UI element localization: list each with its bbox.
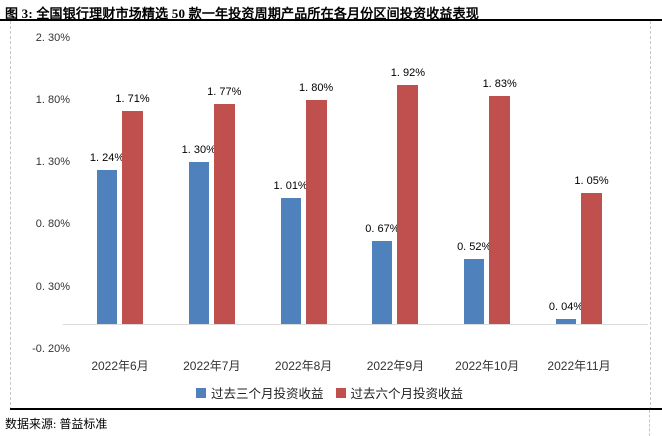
y-axis-tick-label: 2. 30% — [35, 31, 70, 44]
bar-3month — [280, 198, 301, 324]
chart-legend: 过去三个月投资收益 过去六个月投资收益 — [10, 383, 649, 402]
x-axis-category-label: 2022年9月 — [366, 359, 425, 373]
bar-6month — [305, 100, 327, 324]
bar-value-label: 1. 05% — [574, 175, 609, 187]
y-axis-tick-label: -0. 20% — [32, 342, 70, 355]
x-axis-category-label: 2022年6月 — [91, 359, 149, 373]
y-axis-tick-label: 0. 80% — [35, 218, 70, 231]
bar-value-label: 1. 92% — [390, 67, 426, 79]
bar-value-label: 0. 67% — [365, 223, 400, 235]
bar-6month — [581, 193, 602, 324]
bar-value-label: 1. 30% — [181, 144, 216, 156]
bar-value-label: 1. 77% — [207, 86, 242, 98]
bar-3month — [372, 241, 393, 324]
bar-value-label: 1. 71% — [115, 93, 150, 105]
bar-6month — [213, 104, 235, 324]
y-axis-tick-label: 1. 80% — [35, 94, 70, 107]
title-divider-line — [0, 19, 662, 21]
bar-3month — [188, 162, 209, 324]
legend-item-6month: 过去六个月投资收益 — [335, 383, 464, 402]
data-source: 数据来源: 普益标准 — [5, 417, 108, 431]
legend-swatch-red-icon — [335, 387, 346, 398]
bar-6month — [122, 111, 143, 324]
bar-value-label: 1. 24% — [89, 152, 125, 164]
x-axis-category-label: 2022年10月 — [455, 359, 520, 373]
legend-item-3month: 过去三个月投资收益 — [195, 383, 324, 402]
y-axis-tick-label: 1. 30% — [35, 156, 70, 169]
y-axis-tick-label: 0. 30% — [35, 280, 70, 293]
x-axis-line — [63, 324, 648, 325]
bar-6month — [489, 96, 511, 324]
x-axis-category-label: 2022年11月 — [547, 359, 611, 373]
bar-value-label: 1. 80% — [298, 82, 334, 94]
frame-dash-extension — [649, 410, 650, 436]
bottom-divider-line — [10, 408, 662, 410]
bar-3month — [97, 170, 117, 324]
legend-label-3month: 过去三个月投资收益 — [210, 387, 324, 401]
x-axis-category-label: 2022年7月 — [183, 359, 241, 373]
bar-3month — [464, 259, 485, 324]
legend-swatch-blue-icon — [195, 387, 206, 398]
bar-6month — [397, 85, 419, 324]
bar-value-label: 0. 04% — [548, 301, 584, 313]
bar-3month — [556, 319, 576, 324]
bar-value-label: 1. 01% — [273, 180, 308, 192]
legend-label-6month: 过去六个月投资收益 — [350, 387, 464, 401]
figure-title: 图 3: 全国银行理财市场精选 50 款一年投资周期产品所在各月份区间投资收益表… — [5, 6, 480, 21]
bar-value-label: 1. 83% — [482, 78, 517, 90]
bar-value-label: 0. 52% — [457, 241, 492, 253]
chart-frame — [10, 21, 651, 410]
x-axis-category-label: 2022年8月 — [274, 359, 333, 373]
